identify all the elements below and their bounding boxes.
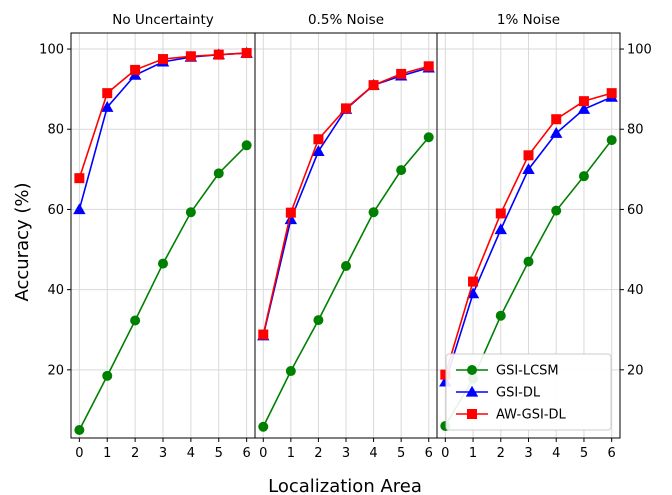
- legend: GSI-LCSM GSI-DL AW-GSI-DL: [445, 353, 612, 431]
- data-point-gsi-dl: [577, 102, 591, 114]
- legend-marker: [467, 365, 477, 375]
- x-tick-label: 5: [580, 446, 588, 461]
- data-point-aw-gsi-dl: [241, 48, 252, 59]
- y-tick-label-left: 60: [47, 203, 64, 218]
- data-point-gsi-dl: [101, 100, 114, 112]
- x-tick-label: 5: [215, 446, 223, 461]
- x-tick-label: 4: [187, 446, 195, 461]
- y-tick-label-right: 20: [627, 363, 644, 378]
- x-tick-label: 3: [524, 446, 532, 461]
- data-point-gsi-dl: [284, 213, 298, 225]
- x-tick-label: 2: [131, 446, 139, 461]
- y-tick-label-right: 60: [627, 203, 644, 218]
- data-point-aw-gsi-dl: [213, 49, 224, 60]
- y-tick-label-left: 100: [39, 43, 64, 58]
- data-point-aw-gsi-dl: [313, 134, 324, 145]
- legend-label: GSI-LCSM: [496, 364, 559, 379]
- data-point-gsi-lcsm: [241, 140, 252, 151]
- data-point-aw-gsi-dl: [551, 114, 562, 125]
- x-tick-label: 0: [441, 446, 449, 461]
- data-point-aw-gsi-dl: [74, 173, 85, 184]
- data-point-gsi-lcsm: [185, 207, 196, 218]
- x-tick-label: 6: [425, 446, 433, 461]
- data-point-gsi-lcsm: [396, 165, 407, 176]
- x-tick-label: 3: [159, 446, 167, 461]
- data-point-aw-gsi-dl: [606, 88, 617, 99]
- data-point-gsi-dl: [312, 145, 325, 156]
- data-point-gsi-lcsm: [158, 258, 168, 269]
- x-tick-label: 5: [397, 446, 405, 461]
- y-tick-label-left: 80: [47, 123, 64, 138]
- legend-box: [445, 353, 612, 431]
- data-point-aw-gsi-dl: [341, 103, 351, 114]
- data-point-gsi-lcsm: [313, 315, 324, 326]
- data-point-gsi-lcsm: [368, 207, 379, 218]
- legend-label: AW-GSI-DL: [496, 408, 567, 423]
- data-point-gsi-lcsm: [578, 171, 589, 182]
- x-tick-label: 4: [552, 446, 560, 461]
- data-point-aw-gsi-dl: [440, 369, 451, 380]
- data-point-gsi-lcsm: [495, 310, 506, 321]
- y-tick-label-left: 40: [47, 283, 64, 298]
- data-point-aw-gsi-dl: [185, 51, 196, 62]
- data-point-gsi-lcsm: [606, 135, 617, 146]
- data-point-aw-gsi-dl: [423, 61, 434, 72]
- data-point-aw-gsi-dl: [102, 88, 113, 99]
- panel-2: 0 1 2 3 4 5 6 20 40 60 80 100 1% Noise: [436, 12, 652, 461]
- x-tick-label: 2: [497, 446, 505, 461]
- data-point-gsi-lcsm: [258, 421, 269, 432]
- data-point-gsi-dl: [522, 163, 535, 174]
- data-point-aw-gsi-dl: [158, 54, 168, 65]
- data-point-gsi-dl: [73, 203, 86, 215]
- data-point-aw-gsi-dl: [523, 150, 534, 161]
- x-tick-label: 0: [259, 446, 267, 461]
- x-tick-label: 4: [369, 446, 377, 461]
- y-tick-label-left: 20: [47, 363, 64, 378]
- data-point-gsi-lcsm: [551, 205, 562, 216]
- data-point-aw-gsi-dl: [578, 96, 589, 107]
- data-point-aw-gsi-dl: [396, 68, 407, 79]
- x-tick-label: 1: [469, 446, 477, 461]
- panel-0: 0 1 2 3 4 5 6 20 40 60 80 100 No Uncertainty: [39, 12, 256, 461]
- x-tick-label: 1: [287, 446, 295, 461]
- x-tick-label: 6: [608, 446, 616, 461]
- panel-title: No Uncertainty: [112, 12, 214, 28]
- y-tick-label-right: 100: [627, 43, 652, 58]
- data-point-aw-gsi-dl: [130, 64, 141, 75]
- data-point-gsi-lcsm: [102, 370, 113, 381]
- y-tick-label-right: 80: [627, 123, 644, 138]
- data-point-gsi-lcsm: [523, 256, 534, 267]
- x-tick-label: 0: [75, 446, 83, 461]
- data-point-aw-gsi-dl: [495, 208, 506, 219]
- data-point-gsi-dl: [550, 127, 563, 138]
- data-point-gsi-lcsm: [74, 424, 85, 435]
- data-point-aw-gsi-dl: [368, 80, 379, 91]
- data-point-gsi-lcsm: [285, 366, 296, 377]
- data-point-gsi-lcsm: [341, 260, 351, 271]
- data-point-aw-gsi-dl: [468, 276, 479, 287]
- y-axis-label: Accuracy (%): [12, 182, 33, 301]
- x-axis-label: Localization Area: [268, 476, 422, 495]
- panel-title: 1% Noise: [497, 12, 560, 28]
- legend-marker: [465, 385, 479, 397]
- data-point-aw-gsi-dl: [285, 207, 296, 218]
- data-point-gsi-lcsm: [423, 132, 434, 143]
- x-tick-label: 3: [342, 446, 350, 461]
- panel-title: 0.5% Noise: [308, 12, 384, 28]
- x-tick-label: 1: [103, 446, 111, 461]
- legend-label: GSI-DL: [496, 386, 541, 401]
- data-point-aw-gsi-dl: [258, 329, 269, 340]
- x-tick-label: 6: [242, 446, 250, 461]
- data-point-gsi-dl: [494, 223, 507, 235]
- legend-marker: [467, 409, 477, 419]
- y-tick-label-right: 40: [627, 283, 644, 298]
- panel-1: 0 1 2 3 4 5 6 0.5% Noise: [254, 12, 438, 461]
- data-point-gsi-lcsm: [130, 315, 141, 326]
- x-tick-label: 2: [314, 446, 322, 461]
- data-point-gsi-dl: [466, 287, 480, 299]
- data-point-gsi-lcsm: [213, 168, 224, 179]
